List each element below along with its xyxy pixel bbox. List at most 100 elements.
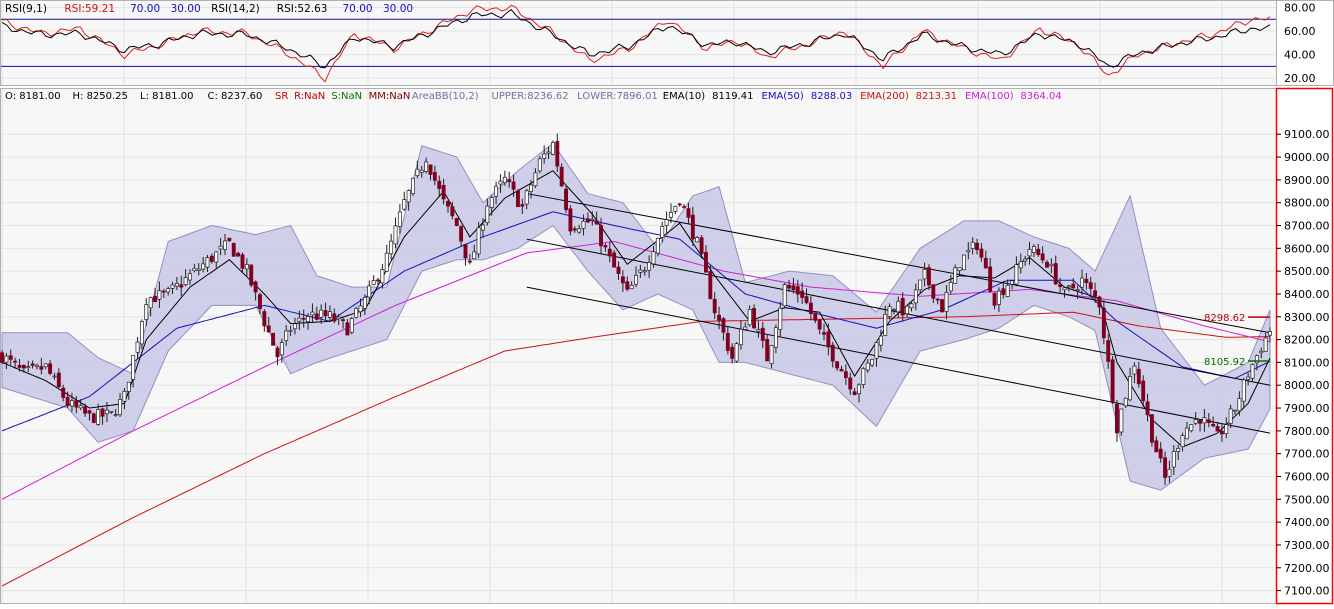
candle [1101,300,1106,345]
rsi-plot-area [0,0,1277,86]
candle-body [411,177,415,194]
candle-body [498,180,503,185]
candle [581,214,586,236]
candle [310,303,315,322]
candle [616,261,621,280]
price-tick-label: 8700.00 [1284,220,1330,233]
candle-body [1023,258,1028,262]
candle-body [953,267,958,284]
candle-body [481,224,485,231]
price-legend-item: SR [275,91,288,102]
candle [835,360,840,371]
candle-body [769,344,774,365]
candle-body [830,344,835,362]
candle-body [52,375,57,378]
candle-body [1198,420,1202,424]
candle [1097,295,1102,315]
candle-body [1010,280,1014,285]
candle-body [1119,408,1124,433]
candle-body [677,203,682,206]
candle-body [957,267,962,271]
candle-body [91,413,96,423]
candle-body [625,281,630,290]
candle-body [1141,380,1146,402]
candle-body [174,283,179,287]
candle [1215,421,1220,432]
candle [161,288,166,298]
candle [397,204,402,234]
candle-body [485,205,490,223]
candle-body [1123,397,1128,407]
candle [913,283,918,311]
candle [424,157,429,174]
candle-body [402,199,407,210]
candle-body [747,309,752,326]
candle [144,298,149,327]
candle [345,319,350,336]
candle-body [48,363,53,374]
candle [782,282,787,309]
candle [725,326,730,355]
candle-body [188,273,192,281]
candle [1193,412,1198,426]
candle-body [341,319,345,321]
candle [511,174,516,197]
candle-body [459,226,464,242]
candle-body [293,323,297,330]
candle [695,235,700,243]
candle-body [446,200,450,207]
candle-body [892,309,896,311]
candle-body [380,269,385,284]
candle-body [695,237,700,243]
rsi-legend-item: 70.00 [130,3,160,15]
candle [870,358,875,368]
candle [336,313,341,326]
candle-body [323,310,328,317]
candle [953,264,958,284]
candle-body [463,243,468,259]
candle [979,243,984,262]
candle [288,325,293,337]
price-tick-label: 8800.00 [1284,197,1330,210]
candle-body [301,317,306,320]
candle [205,254,210,273]
candle [389,233,394,260]
candle [126,381,131,400]
candle [664,211,669,235]
candle-body [1206,419,1211,423]
candle [905,304,910,318]
candle-body [1045,261,1049,268]
candle [752,304,757,330]
candle-body [861,368,866,385]
candle [26,360,31,373]
candle-body [135,341,140,353]
candle-body [778,307,783,330]
candle [1163,451,1168,486]
candle-body [389,240,394,255]
candle-body [1263,337,1268,352]
candle-body [1202,417,1207,424]
candle [196,263,201,276]
candle [17,358,22,372]
candle-body [795,286,800,295]
candle-body [371,280,376,285]
candle-body [1250,364,1255,379]
candle-body [144,304,149,320]
candle-body [913,289,918,304]
candle-body [603,245,608,248]
candle [1049,258,1054,274]
candle-body [345,322,350,336]
candle [559,163,564,188]
candle-body [1001,288,1006,295]
candle [262,309,267,332]
candle [83,403,88,417]
candle [568,205,573,236]
candle-body [581,220,586,229]
candle [817,319,822,335]
candle-body [529,184,534,192]
candle [1014,256,1019,287]
candle-body [4,355,9,363]
candle-body [26,366,31,369]
candle [406,189,411,211]
candle [1080,269,1084,295]
